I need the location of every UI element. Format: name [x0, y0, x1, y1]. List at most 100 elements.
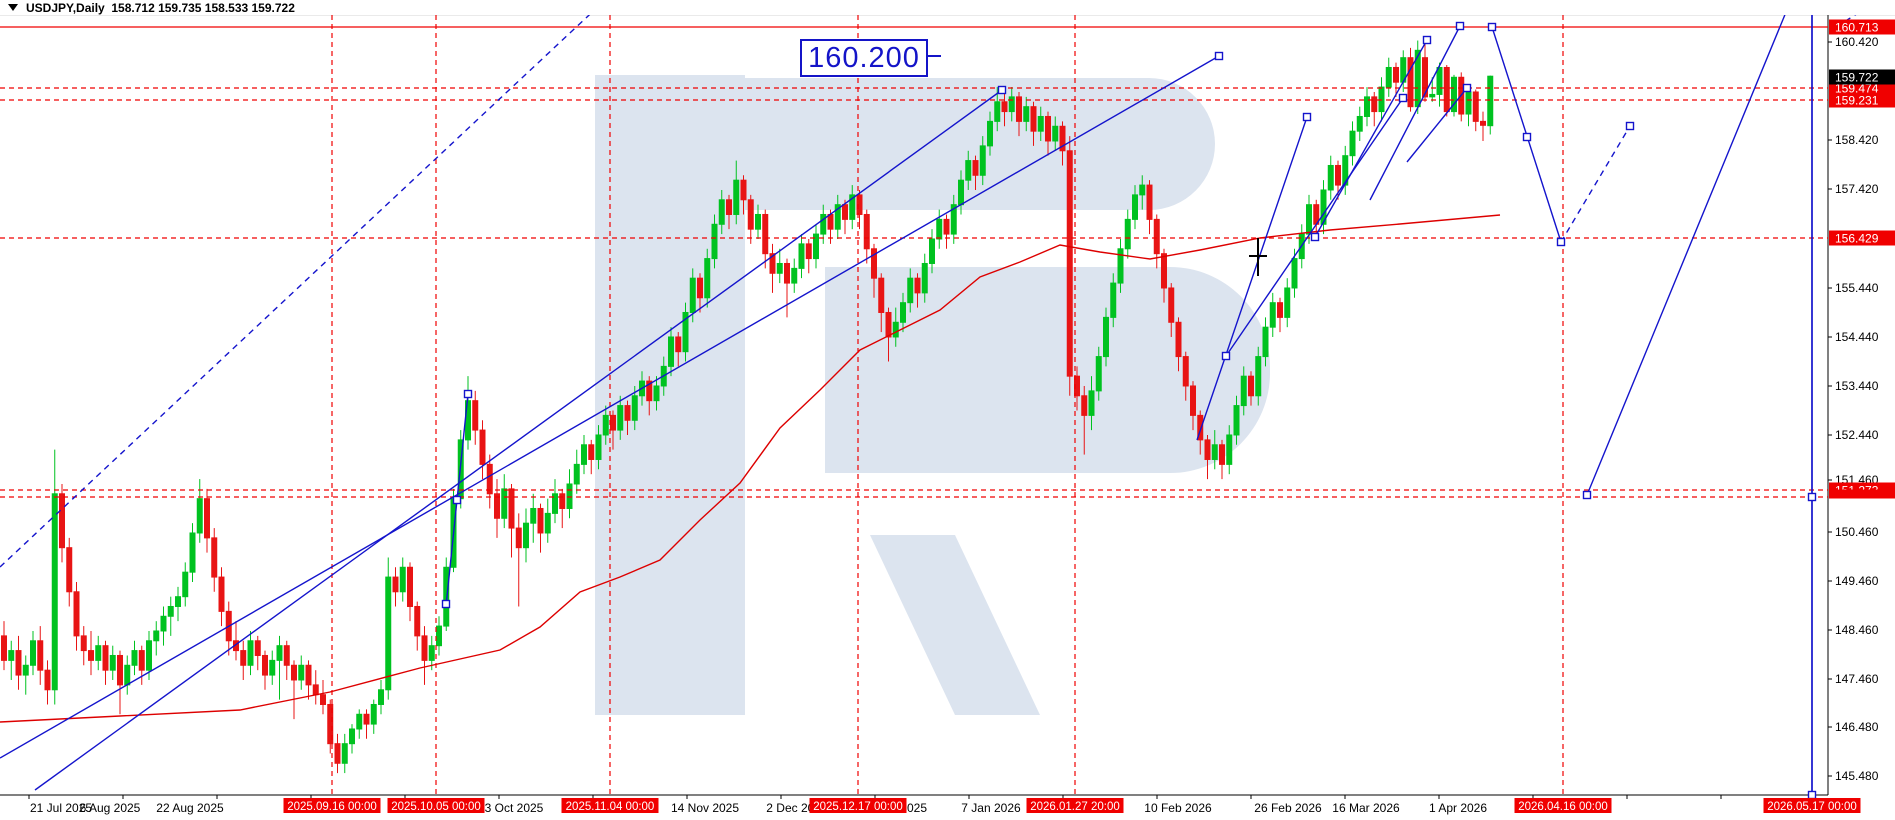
candle-body [1103, 316, 1109, 358]
candle-body [247, 640, 254, 666]
anchor-square[interactable] [1556, 237, 1566, 247]
candle-body [581, 444, 587, 465]
candle-body [1443, 66, 1450, 113]
candle-body [175, 596, 181, 607]
candle-body [254, 640, 261, 656]
price-axis-label: 147.460 [1835, 672, 1879, 686]
candle-body [421, 635, 428, 661]
candle-body [102, 645, 109, 671]
anchor-square[interactable] [1522, 132, 1532, 142]
trendline[interactable] [34, 89, 1003, 791]
price-level-label: 156.429 [1835, 232, 1879, 246]
candle-body [269, 659, 276, 676]
anchor-square[interactable] [1221, 351, 1231, 361]
candle-body [776, 262, 783, 274]
candle-body [552, 493, 558, 514]
price-level-box [1829, 69, 1895, 85]
trendline[interactable] [1586, 0, 1792, 496]
anchor-square[interactable] [1455, 21, 1465, 31]
anchor-square[interactable] [1487, 22, 1497, 32]
candle-body [907, 277, 914, 304]
anchor-square[interactable] [1310, 232, 1320, 242]
anchor-square[interactable] [1302, 112, 1312, 122]
candle-body [617, 405, 624, 431]
candle-body [1472, 91, 1479, 122]
candle-body [327, 703, 334, 745]
price-axis-label: 158.420 [1835, 133, 1879, 147]
date-axis-label: 1 Apr 2026 [1429, 801, 1487, 815]
price-callout-label[interactable]: 160.200 [800, 39, 928, 77]
candle-body [1124, 218, 1131, 250]
trendline[interactable] [0, 55, 1220, 759]
moving-average-line [0, 214, 1501, 723]
candle-body [1436, 66, 1443, 95]
candle-body [1030, 106, 1037, 132]
anchor-square[interactable] [1582, 490, 1592, 500]
candle-body [1385, 66, 1392, 88]
anchor-square[interactable] [1422, 35, 1432, 45]
anchor-square[interactable] [997, 85, 1007, 95]
candle-body [1052, 125, 1059, 142]
watermark-top-band-joint [700, 78, 820, 210]
candle-body [167, 605, 174, 617]
candle-body [624, 405, 631, 421]
price-axis-label: 152.440 [1835, 428, 1879, 442]
candle-body [1182, 356, 1189, 387]
candle-body [117, 654, 123, 686]
anchor-square[interactable] [441, 599, 451, 609]
candle-body [929, 238, 935, 264]
anchor-square[interactable] [1462, 83, 1472, 93]
candle-body [160, 615, 167, 632]
trendline[interactable] [1369, 25, 1461, 201]
date-level-label: 2025.10.05 00:00 [391, 801, 481, 813]
anchor-square[interactable] [1807, 790, 1817, 800]
candle-body [530, 507, 537, 524]
candle-body [443, 566, 450, 627]
trendline[interactable] [1196, 116, 1308, 441]
candle-body [508, 488, 515, 529]
candle-body [392, 576, 399, 593]
anchor-square[interactable] [1625, 121, 1635, 131]
candle-body [1132, 194, 1138, 220]
trendline[interactable] [1560, 125, 1631, 243]
anchor-square[interactable] [1398, 93, 1408, 103]
date-axis-label: 14 Nov 2025 [671, 801, 739, 815]
candle-body [798, 243, 805, 269]
chart-title-bar: USDJPY,Daily 158.712 159.735 158.533 159… [0, 0, 1895, 15]
candle-body [291, 664, 297, 681]
price-level-label: 160.713 [1835, 21, 1879, 35]
anchor-square[interactable] [1214, 51, 1224, 61]
trendline[interactable] [1406, 87, 1468, 163]
candle-body [1291, 258, 1298, 289]
candle-body [51, 493, 58, 691]
date-level-box [1026, 798, 1124, 813]
anchor-square[interactable] [452, 495, 462, 505]
candle-body [1197, 414, 1204, 441]
candle-body [15, 650, 22, 676]
trendline[interactable] [1314, 39, 1428, 238]
candle-body [138, 650, 145, 671]
candle-body [856, 194, 863, 215]
price-level-label: 159.722 [1835, 71, 1879, 85]
trendline[interactable] [0, 1, 604, 568]
date-level-box [1763, 798, 1861, 813]
candle-body [494, 493, 500, 519]
candle-body [356, 713, 363, 730]
candle-body [189, 532, 196, 573]
candle-body [1023, 106, 1030, 122]
candle-body [1451, 76, 1457, 113]
candle-body [204, 498, 210, 539]
date-axis-label: 7 Jan 2026 [961, 801, 1021, 815]
candle-body [1284, 287, 1291, 318]
candle-body [1306, 204, 1312, 235]
price-axis-label: 146.480 [1835, 720, 1879, 734]
anchor-square[interactable] [463, 389, 473, 399]
candle-body [1153, 218, 1160, 255]
watermark-top-band [740, 78, 1215, 210]
anchor-square[interactable] [1807, 492, 1817, 502]
trendline[interactable] [1225, 97, 1404, 357]
candle-body [1095, 356, 1102, 392]
candle-body [610, 414, 616, 431]
symbol-dropdown-icon[interactable] [8, 4, 18, 11]
